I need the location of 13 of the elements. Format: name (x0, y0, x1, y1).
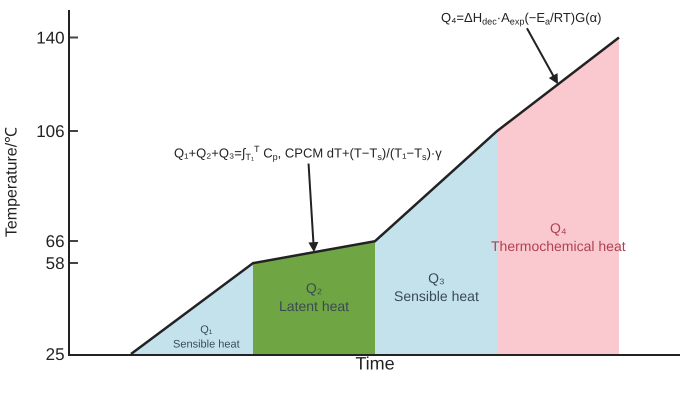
text: Q₁+Q₂+Q₃=∫$_{T₁}$$^{T}$ C$_{p}$, CPCM dT+(T−T$_{s}$)/(T₁−T$_{s}$)·γ (174, 144, 442, 162)
annotation: Q₄=ΔH$_{dec}$·A$_{exp}$(−E$_{a}$/RT)G(α) (441, 10, 602, 27)
y-tick-label: 140 (36, 28, 65, 48)
x-axis-title: Time (355, 354, 395, 374)
series-label: Q₃ Sensible heat (394, 270, 479, 304)
y-tick-label: 66 (46, 232, 65, 252)
y-tick-label: 25 (46, 344, 65, 364)
y-tick-label: 106 (36, 122, 65, 142)
y-axis-title: Temperature/℃ (4, 126, 21, 238)
series-label: Q₁ Sensible heat (173, 324, 240, 350)
y-tick-label: 58 (46, 254, 65, 274)
series-label: Q₂ Latent heat (279, 280, 350, 314)
series-label: Q₄ Thermochemical heat (491, 220, 626, 254)
